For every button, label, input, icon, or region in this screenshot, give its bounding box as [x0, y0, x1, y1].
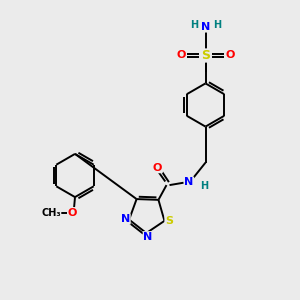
Text: O: O	[176, 50, 186, 61]
Text: O: O	[153, 163, 162, 173]
Text: H: H	[190, 20, 198, 31]
Text: S: S	[165, 216, 173, 226]
Text: S: S	[201, 49, 210, 62]
Text: N: N	[201, 22, 210, 32]
Text: N: N	[143, 232, 152, 242]
Text: H: H	[200, 181, 208, 191]
Text: N: N	[184, 177, 194, 187]
Text: O: O	[225, 50, 235, 61]
Text: H: H	[213, 20, 221, 31]
Text: O: O	[68, 208, 77, 218]
Text: CH₃: CH₃	[41, 208, 61, 218]
Text: N: N	[121, 214, 130, 224]
